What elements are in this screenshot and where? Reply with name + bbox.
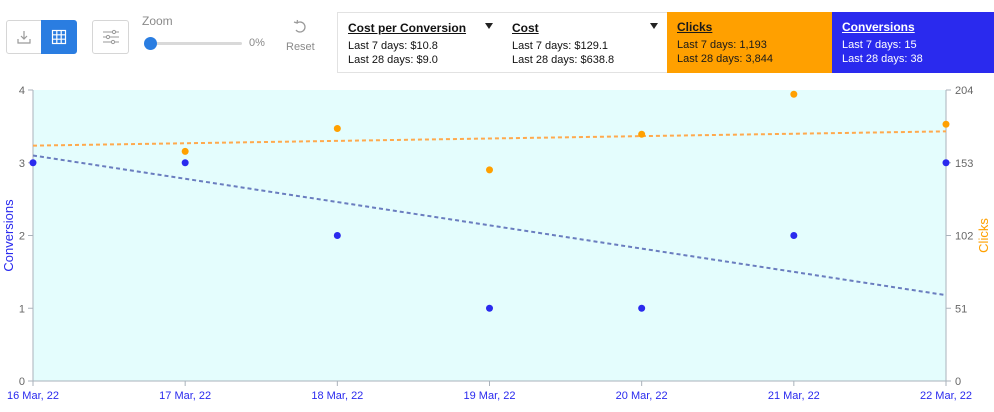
metric-card-cost-per-conversion[interactable]: Cost per Conversion Last 7 days: $10.8 L… bbox=[337, 12, 503, 73]
conversions-point bbox=[942, 159, 950, 167]
x-tick-label: 16 Mar, 22 bbox=[7, 390, 59, 402]
right-y-tick-label: 0 bbox=[955, 376, 961, 388]
clicks-point bbox=[942, 120, 950, 128]
x-tick-label: 17 Mar, 22 bbox=[159, 390, 211, 402]
conversions-point bbox=[486, 304, 493, 312]
x-tick-label: 18 Mar, 22 bbox=[311, 390, 363, 402]
right-y-axis-title: Clicks bbox=[976, 218, 991, 253]
left-y-tick-label: 1 bbox=[19, 303, 25, 315]
x-tick-label: 20 Mar, 22 bbox=[616, 390, 668, 402]
metric-title: Cost per Conversion bbox=[348, 21, 467, 35]
undo-icon[interactable] bbox=[292, 19, 308, 35]
clicks-point bbox=[486, 166, 493, 174]
chevron-down-icon[interactable] bbox=[485, 23, 493, 29]
metric-last-28-days: Last 28 days: 38 bbox=[842, 53, 923, 65]
metric-title: Conversions bbox=[842, 20, 915, 34]
clicks-point bbox=[181, 147, 189, 155]
x-tick-label: 19 Mar, 22 bbox=[464, 390, 516, 402]
right-y-tick-label: 102 bbox=[955, 231, 973, 243]
download-button[interactable] bbox=[6, 20, 42, 54]
left-y-tick-label: 4 bbox=[19, 85, 25, 97]
left-y-axis-title: Conversions bbox=[1, 199, 16, 272]
reset-button[interactable]: Reset bbox=[286, 41, 315, 53]
conversions-point bbox=[333, 232, 341, 239]
metric-last-7-days: Last 7 days: 15 bbox=[842, 39, 917, 51]
grid-table-icon bbox=[51, 29, 67, 45]
metric-last-7-days: Last 7 days: $10.8 bbox=[348, 40, 438, 52]
left-y-tick-label: 2 bbox=[19, 231, 25, 243]
table-view-button[interactable] bbox=[41, 20, 77, 54]
zoom-value: 0% bbox=[249, 37, 265, 49]
sliders-icon bbox=[102, 29, 119, 45]
plot-area bbox=[33, 90, 946, 381]
metric-card-conversions[interactable]: Conversions Last 7 days: 15 Last 28 days… bbox=[832, 12, 994, 73]
conversions-point bbox=[29, 159, 37, 167]
metric-last-7-days: Last 7 days: 1,193 bbox=[677, 39, 767, 51]
metric-card-clicks[interactable]: Clicks Last 7 days: 1,193 Last 28 days: … bbox=[667, 12, 833, 73]
left-y-tick-label: 0 bbox=[19, 376, 25, 388]
metric-card-cost[interactable]: Cost Last 7 days: $129.1 Last 28 days: $… bbox=[502, 12, 668, 73]
clicks-point bbox=[638, 130, 646, 138]
conversions-point bbox=[638, 304, 646, 312]
metric-last-28-days: Last 28 days: 3,844 bbox=[677, 53, 774, 65]
chart-settings-button[interactable] bbox=[92, 20, 129, 54]
metric-title: Clicks bbox=[677, 20, 713, 34]
right-y-tick-label: 51 bbox=[955, 303, 967, 315]
x-tick-label: 21 Mar, 22 bbox=[768, 390, 820, 402]
clicks-point bbox=[790, 90, 798, 98]
metric-title: Cost bbox=[512, 21, 539, 35]
left-y-tick-label: 3 bbox=[19, 158, 25, 170]
conversions-point bbox=[790, 232, 798, 239]
zoom-slider-track[interactable] bbox=[150, 42, 242, 45]
clicks-point bbox=[333, 125, 341, 133]
right-y-tick-label: 204 bbox=[955, 85, 973, 97]
conversions-point bbox=[181, 159, 189, 167]
chevron-down-icon[interactable] bbox=[650, 23, 658, 29]
right-y-tick-label: 153 bbox=[955, 158, 973, 170]
zoom-label: Zoom bbox=[142, 14, 173, 28]
metric-last-28-days: Last 28 days: $638.8 bbox=[512, 54, 615, 66]
x-tick-label: 22 Mar, 22 bbox=[920, 390, 972, 402]
metric-last-7-days: Last 7 days: $129.1 bbox=[512, 40, 609, 52]
clicks-trend-line bbox=[32, 130, 947, 147]
metric-last-28-days: Last 28 days: $9.0 bbox=[348, 54, 438, 66]
download-icon bbox=[17, 31, 31, 44]
zoom-slider-handle[interactable] bbox=[144, 37, 157, 50]
